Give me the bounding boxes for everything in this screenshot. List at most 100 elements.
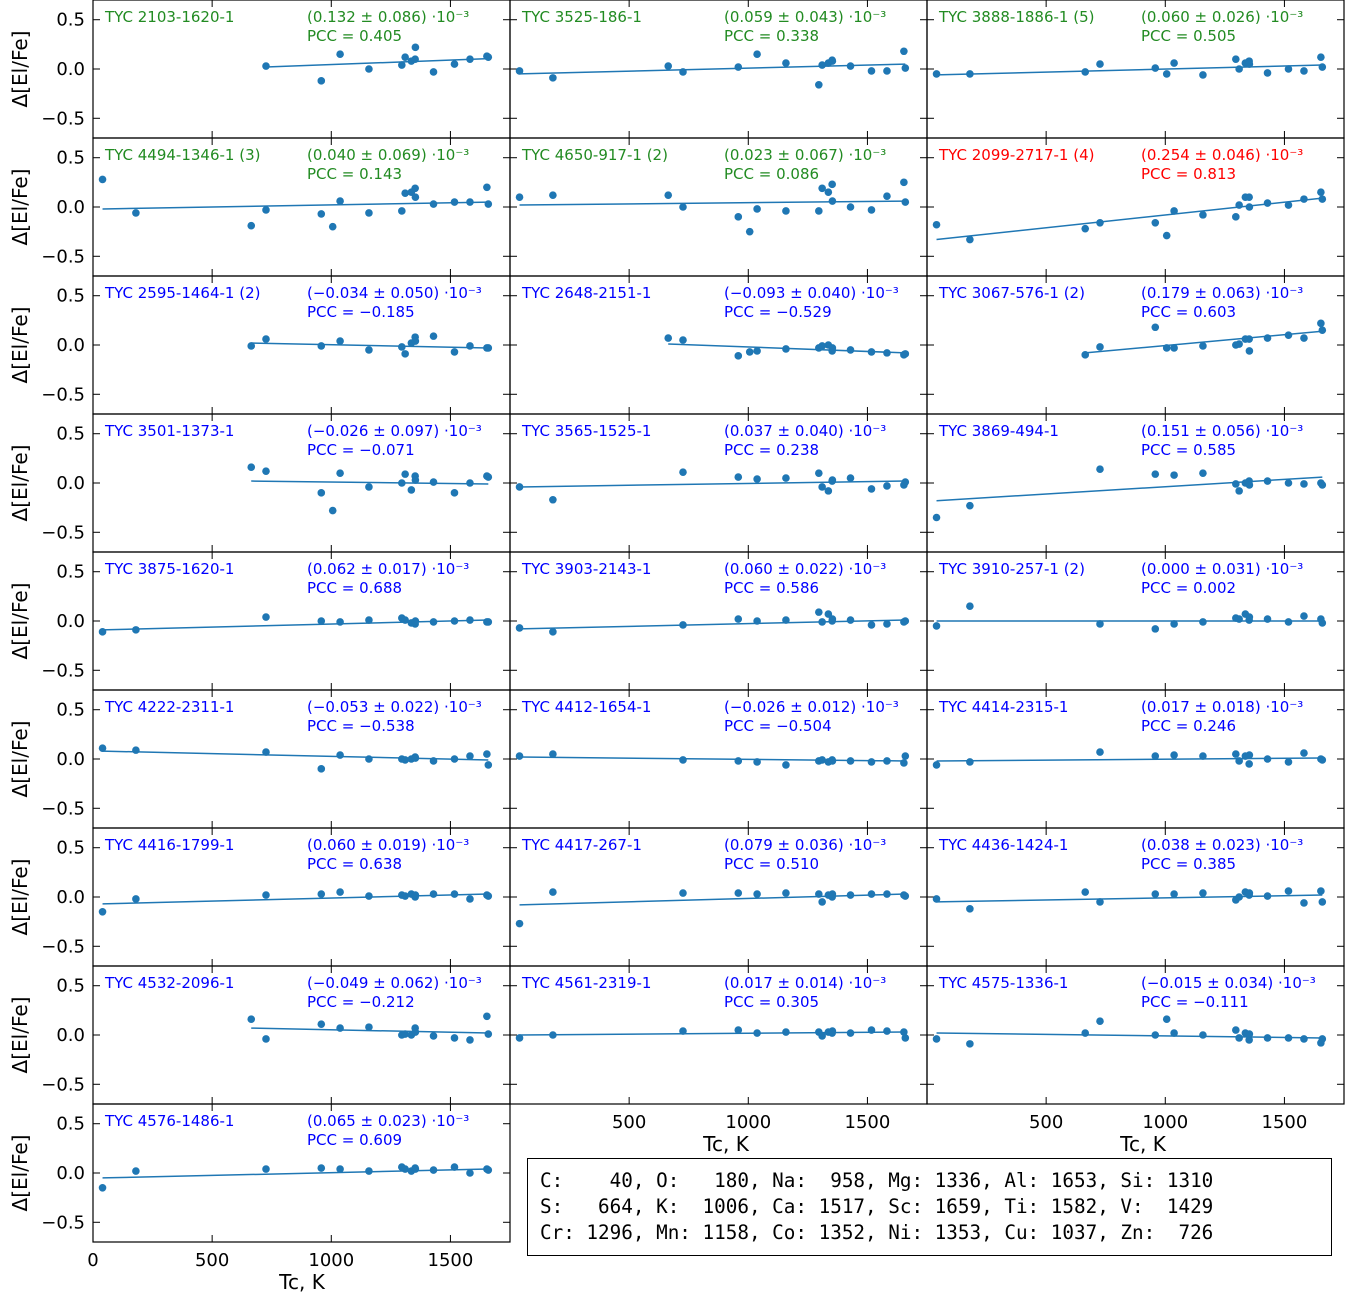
data-point: [262, 206, 270, 214]
data-point: [401, 470, 409, 478]
data-point: [900, 179, 908, 187]
ytick-label: −0.5: [41, 660, 85, 681]
data-point: [336, 197, 344, 205]
data-point: [485, 200, 493, 208]
data-point: [1235, 1034, 1243, 1042]
data-point: [1096, 60, 1104, 68]
data-point: [1319, 481, 1327, 489]
tc-legend-row-1: C: 40, O: 180, Na: 958, Mg: 1336, Al: 16…: [540, 1168, 1331, 1194]
data-point: [485, 761, 493, 769]
data-point: [753, 347, 761, 355]
tc-legend-row-3: Cr: 1296, Mn: 1158, Co: 1352, Ni: 1353, …: [540, 1220, 1331, 1246]
data-point: [549, 1031, 557, 1039]
data-point: [411, 184, 419, 192]
data-point: [1170, 1029, 1178, 1037]
data-point: [825, 487, 833, 495]
data-point: [868, 758, 876, 766]
y-axis-label: Δ[El/Fe]: [8, 721, 32, 798]
data-point: [679, 621, 687, 629]
data-point: [746, 228, 754, 236]
data-point: [1163, 344, 1171, 352]
pcc-label: PCC = 0.238: [724, 441, 819, 459]
data-point: [1081, 225, 1089, 233]
star-name: TYC 3910-257-1 (2): [938, 560, 1085, 578]
data-point: [1317, 188, 1325, 196]
panel-4: 0.50.0−0.5TYC 4494-1346-1 (3) (0.040 ± 0.…: [8, 138, 510, 276]
data-point: [782, 474, 790, 482]
data-point: [966, 236, 974, 244]
data-point: [247, 342, 255, 350]
data-point: [883, 349, 891, 357]
data-point: [753, 890, 761, 898]
ytick-label: −0.5: [41, 246, 85, 267]
slope-label: (−0.026 ± 0.097) ·10⁻³: [307, 422, 482, 440]
data-point: [1264, 69, 1272, 77]
y-axis-label: Δ[El/Fe]: [8, 445, 32, 522]
data-point: [549, 750, 557, 758]
data-point: [883, 1027, 891, 1035]
data-point: [933, 1035, 941, 1043]
data-point: [1199, 211, 1207, 219]
data-point: [1285, 887, 1293, 895]
xtick-label: 1500: [428, 1250, 474, 1271]
tc-legend-row-2: S: 664, K: 1006, Ca: 1517, Sc: 1659, Ti:…: [540, 1194, 1331, 1220]
data-point: [883, 192, 891, 200]
y-axis-label: Δ[El/Fe]: [8, 997, 32, 1074]
ytick-label: 0.5: [56, 1114, 85, 1135]
panel-1: 0.5 0.0 −0.5 TYC 2103-1620-1 (0.132 ± 0.086)…: [8, 0, 510, 138]
data-point: [549, 496, 557, 504]
data-point: [516, 483, 524, 491]
pcc-label: PCC = 0.510: [724, 855, 819, 873]
data-point: [516, 752, 524, 760]
slope-label: (−0.034 ± 0.050) ·10⁻³: [307, 284, 482, 302]
data-point: [451, 60, 459, 68]
panel-25: 0.5 0.0 −0.5 TYC 4576-1486-1 (0.065 ± 0.023)…: [8, 1104, 510, 1294]
data-point: [828, 181, 836, 189]
data-point: [466, 55, 474, 63]
data-point: [336, 469, 344, 477]
data-point: [847, 757, 855, 765]
panel-10: 0.50.0−0.5TYC 3501-1373-1 (−0.026 ± 0.097…: [8, 414, 510, 552]
slope-label: (0.017 ± 0.014) ·10⁻³: [724, 974, 886, 992]
data-point: [317, 890, 325, 898]
data-point: [365, 616, 373, 624]
data-point: [933, 70, 941, 78]
data-point: [902, 350, 910, 358]
data-point: [883, 890, 891, 898]
star-name: TYC 3903-2143-1: [521, 560, 651, 578]
slope-label: (0.065 ± 0.023) ·10⁻³: [307, 1112, 469, 1130]
data-point: [516, 193, 524, 201]
data-point: [933, 514, 941, 522]
pcc-label: PCC = 0.813: [1141, 165, 1236, 183]
data-point: [753, 475, 761, 483]
panel-19: 0.50.0−0.5TYC 4416-1799-1 (0.060 ± 0.019)…: [8, 828, 510, 966]
data-point: [902, 478, 910, 486]
pcc-label: PCC = −0.212: [307, 993, 415, 1011]
data-point: [746, 348, 754, 356]
data-point: [1199, 1031, 1207, 1039]
star-name: TYC 3869-494-1: [938, 422, 1059, 440]
ytick-label: −0.5: [41, 108, 85, 129]
xtick-label: 0: [87, 1250, 98, 1271]
y-axis-label: Δ[El/Fe]: [8, 307, 32, 384]
y-axis-label: Δ[El/Fe]: [8, 31, 32, 108]
data-point: [451, 489, 459, 497]
data-point: [466, 342, 474, 350]
data-point: [1300, 67, 1308, 75]
data-point: [1300, 480, 1308, 488]
data-point: [1199, 752, 1207, 760]
data-point: [679, 468, 687, 476]
data-point: [883, 757, 891, 765]
data-point: [1317, 53, 1325, 61]
data-point: [829, 197, 837, 205]
data-point: [1246, 1030, 1254, 1038]
pcc-label: PCC = −0.071: [307, 441, 415, 459]
slope-label: (0.037 ± 0.040) ·10⁻³: [724, 422, 886, 440]
x-axis-label: Tc, K: [702, 1132, 750, 1156]
panel-15: TYC 3910-257-1 (2) (0.000 ± 0.031) ·10⁻³P…: [927, 552, 1344, 690]
data-point: [829, 1027, 837, 1035]
slope-label: (−0.015 ± 0.034) ·10⁻³: [1141, 974, 1316, 992]
data-point: [1170, 890, 1178, 898]
data-point: [247, 463, 255, 471]
data-point: [99, 176, 107, 184]
